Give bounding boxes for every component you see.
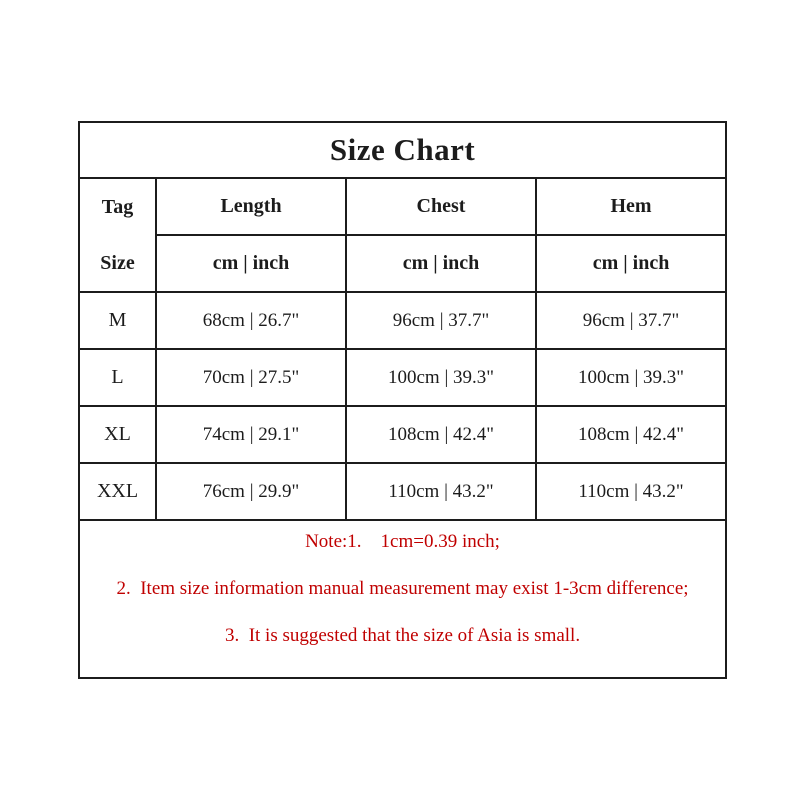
hem-cell: 110cm | 43.2" xyxy=(534,462,728,521)
size-cell: L xyxy=(78,348,157,407)
table-row-xxl: XXL 76cm | 29.9" 110cm | 43.2" 110cm | 4… xyxy=(78,462,728,521)
size-chart-panel: Size Chart Tag Size Length Chest Hem cm … xyxy=(77,121,728,679)
size-label: Size xyxy=(100,252,135,274)
length-cell: 74cm | 29.1" xyxy=(155,405,347,464)
table-row-m: M 68cm | 26.7" 96cm | 37.7" 96cm | 37.7" xyxy=(78,291,728,350)
table-row-xl: XL 74cm | 29.1" 108cm | 42.4" 108cm | 42… xyxy=(78,405,728,464)
column-header-chest: Chest xyxy=(345,177,537,236)
header-row-measurements: Tag Size Length Chest Hem xyxy=(78,177,728,293)
note-line-3: 3. It is suggested that the size of Asia… xyxy=(224,624,581,646)
size-cell: M xyxy=(78,291,157,350)
size-chart-table: Size Chart Tag Size Length Chest Hem cm … xyxy=(77,121,728,679)
size-cell: XXL xyxy=(78,462,157,521)
column-header-length: Length xyxy=(155,177,347,236)
notes-section: Note:1. 1cm=0.39 inch; 2. Item size info… xyxy=(77,519,728,679)
length-cell: 68cm | 26.7" xyxy=(155,291,347,350)
unit-header-length: cm | inch xyxy=(155,234,347,293)
note-line-1: Note:1. 1cm=0.39 inch; xyxy=(305,530,500,552)
chest-cell: 100cm | 39.3" xyxy=(345,348,537,407)
chest-cell: 110cm | 43.2" xyxy=(345,462,537,521)
size-cell: XL xyxy=(78,405,157,464)
header-row-units: cm | inch cm | inch cm | inch xyxy=(79,234,728,293)
hem-cell: 96cm | 37.7" xyxy=(534,291,728,350)
chest-cell: 96cm | 37.7" xyxy=(345,291,537,350)
column-header-hem: Hem xyxy=(534,177,728,236)
hem-cell: 108cm | 42.4" xyxy=(534,405,728,464)
unit-header-chest: cm | inch xyxy=(345,234,537,293)
length-cell: 76cm | 29.9" xyxy=(155,462,347,521)
notes-row: Note:1. 1cm=0.39 inch; 2. Item size info… xyxy=(77,519,728,679)
length-cell: 70cm | 27.5" xyxy=(155,348,347,407)
title-row: Size Chart xyxy=(77,121,728,179)
hem-cell: 100cm | 39.3" xyxy=(534,348,728,407)
unit-header-hem: cm | inch xyxy=(534,234,728,293)
page-title: Size Chart xyxy=(77,121,728,179)
tag-label: Tag xyxy=(101,196,134,218)
chest-cell: 108cm | 42.4" xyxy=(345,405,537,464)
table-row-l: L 70cm | 27.5" 100cm | 39.3" 100cm | 39.… xyxy=(78,348,728,407)
note-line-2: 2. Item size information manual measurem… xyxy=(116,577,689,599)
tag-size-header: Tag Size xyxy=(78,177,157,293)
